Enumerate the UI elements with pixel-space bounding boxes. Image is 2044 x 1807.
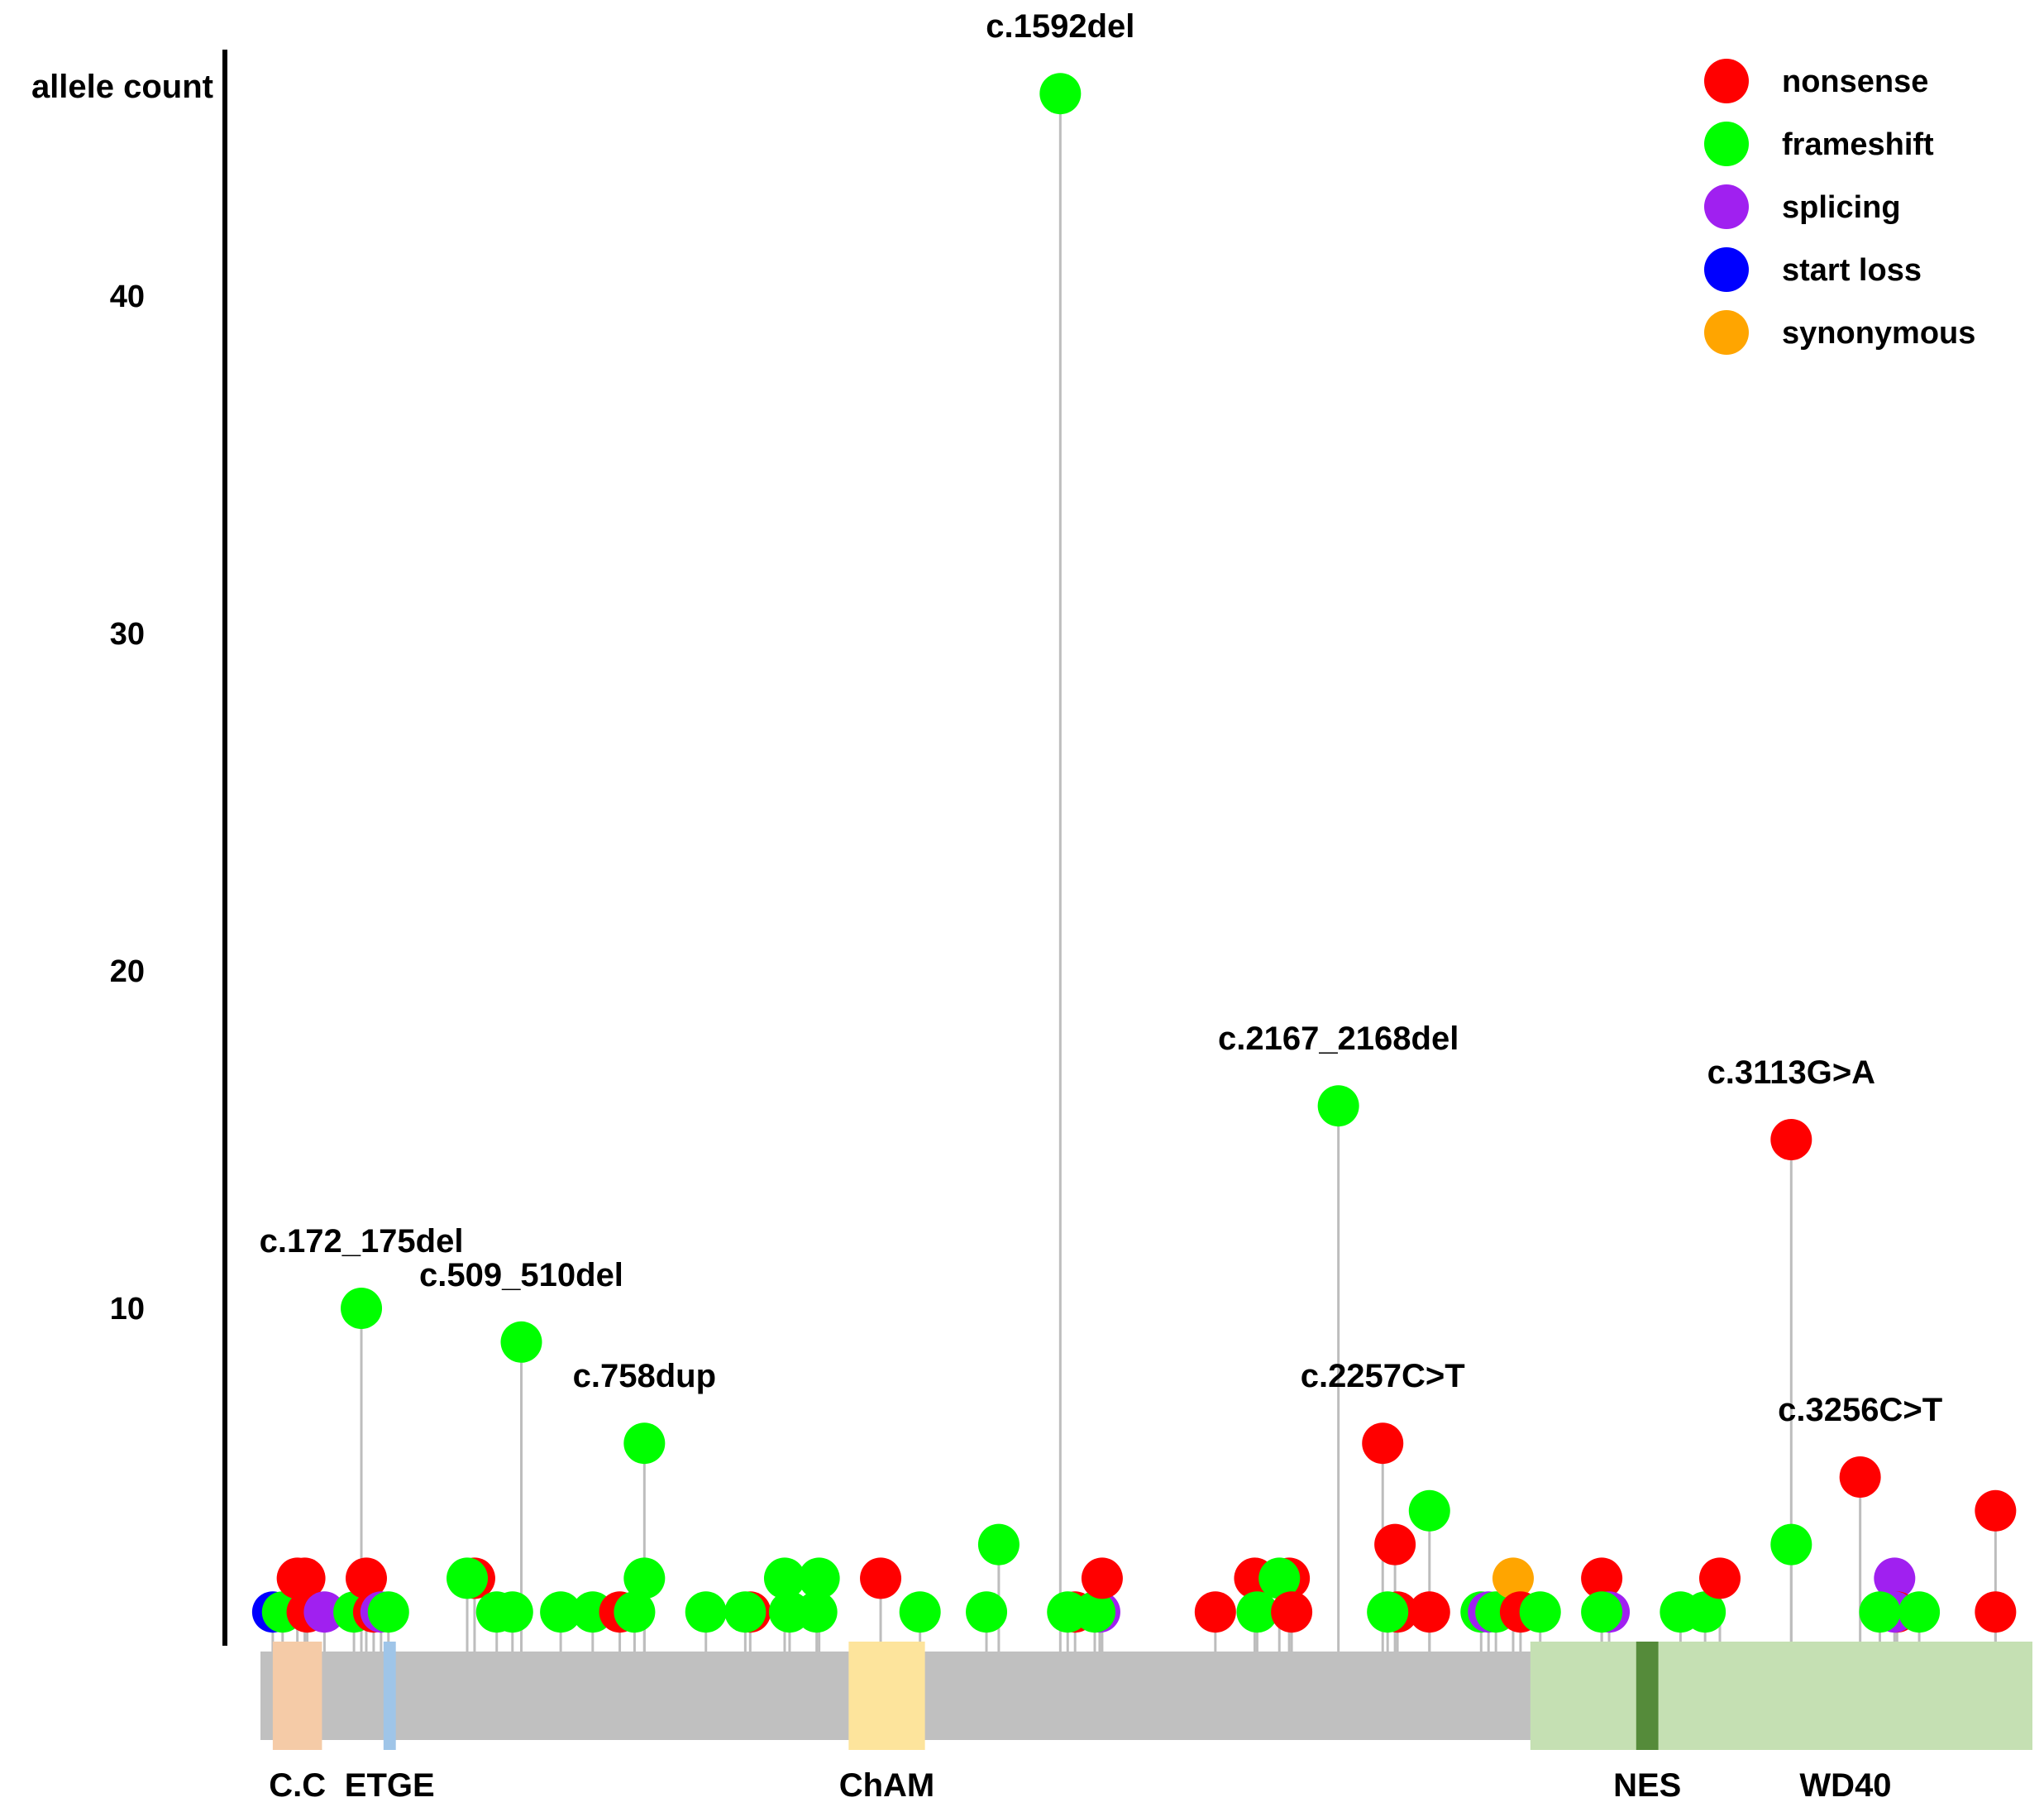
domain-c-c [272,1642,322,1750]
domain-label: C.C [269,1767,326,1804]
y-tick-label: 30 [110,617,145,652]
point-frameshift [1898,1591,1941,1633]
point-nonsense [1698,1557,1741,1599]
domain-wd40 [1530,1642,2032,1750]
point-nonsense [1975,1591,2017,1633]
point-nonsense [1194,1591,1236,1633]
lollipop-points [251,73,2017,1633]
legend-marker [1704,59,1749,103]
legend-label: frameshift [1782,127,1934,162]
point-frameshift [500,1321,542,1363]
point-frameshift [447,1557,489,1599]
mutation-label: c.172_175del [260,1223,464,1260]
point-frameshift [763,1557,805,1599]
point-frameshift [724,1591,766,1633]
y-axis-label: allele count [31,69,213,105]
legend: nonsense frameshift splicing start loss syno… [1704,59,1975,355]
point-frameshift [1039,73,1082,115]
point-frameshift [899,1591,941,1633]
point-frameshift [1408,1489,1450,1532]
point-frameshift [1684,1591,1726,1633]
y-axis: allele count 10 20 30 40 [31,50,227,1646]
point-frameshift [614,1591,656,1633]
point-nonsense [284,1557,326,1599]
point-frameshift [540,1591,582,1633]
legend-label: synonymous [1782,316,1975,351]
mutation-label: c.509_510del [419,1257,623,1293]
point-nonsense [1081,1557,1123,1599]
point-nonsense [1362,1422,1404,1465]
point-frameshift [623,1422,666,1465]
point-splicing [303,1591,346,1633]
point-frameshift [367,1591,409,1633]
domain-cham [848,1642,925,1750]
mutation-label: c.758dup [573,1358,716,1394]
point-frameshift [1367,1591,1409,1633]
point-frameshift [623,1557,666,1599]
domain-label: WD40 [1799,1767,1891,1804]
point-nonsense [1581,1557,1623,1599]
point-frameshift [1519,1591,1561,1633]
point-frameshift [1770,1523,1812,1566]
mutation-label: c.2257C>T [1301,1358,1465,1394]
domain-label: ETGE [345,1767,435,1804]
point-splicing [1874,1557,1916,1599]
legend-label: start loss [1782,253,1922,288]
point-synonymous [1492,1557,1534,1599]
point-frameshift [1236,1591,1278,1633]
y-tick-label: 20 [110,954,145,989]
legend-marker [1704,122,1749,166]
point-frameshift [685,1591,727,1633]
point-frameshift [1317,1085,1359,1127]
legend-marker [1704,247,1749,292]
point-nonsense [1271,1591,1313,1633]
point-frameshift [341,1288,383,1329]
domain-etge [383,1642,396,1750]
y-tick-label: 40 [110,280,145,314]
point-frameshift [1859,1591,1901,1633]
legend-label: splicing [1782,190,1901,225]
legend-label: nonsense [1782,65,1928,99]
point-frameshift [1581,1591,1623,1633]
point-frameshift [491,1591,533,1633]
mutation-label: c.1592del [986,8,1134,45]
mutation-label: c.3113G>A [1707,1054,1876,1091]
domain-label: NES [1613,1767,1681,1804]
mutation-label: c.2167_2168del [1218,1021,1459,1057]
legend-marker [1704,184,1749,229]
point-frameshift [966,1591,1008,1633]
legend-marker [1704,310,1749,355]
mutation-label: c.3256C>T [1778,1392,1942,1428]
point-nonsense [1374,1523,1416,1566]
domain-nes [1636,1642,1659,1750]
point-frameshift [1258,1557,1301,1599]
point-nonsense [345,1557,387,1599]
point-frameshift [1073,1591,1115,1633]
point-frameshift [798,1557,840,1599]
point-frameshift [977,1523,1020,1566]
point-frameshift [795,1591,838,1633]
point-nonsense [1975,1489,2017,1532]
point-nonsense [1770,1119,1812,1160]
point-nonsense [1408,1591,1450,1633]
protein-track: C.C ETGE ChAM NES WD40 [260,1642,2032,1804]
point-nonsense [1839,1456,1881,1498]
domain-label: ChAM [839,1767,935,1804]
point-nonsense [860,1557,902,1599]
y-tick-label: 10 [110,1292,145,1327]
